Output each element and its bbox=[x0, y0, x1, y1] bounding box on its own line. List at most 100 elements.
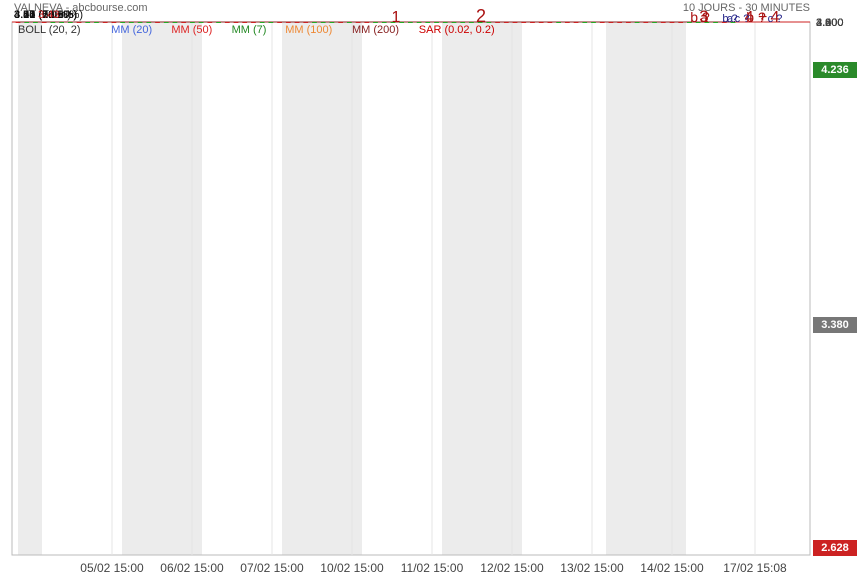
candle-body bbox=[50, 22, 56, 23]
candle-body bbox=[695, 22, 701, 23]
candle-body bbox=[251, 22, 256, 23]
legend-item: MM (7) bbox=[232, 24, 267, 36]
candle-body bbox=[233, 22, 239, 23]
legend-item: MM (100) bbox=[285, 24, 332, 36]
legend-item: BOLL (20, 2) bbox=[18, 24, 81, 36]
chart-period: 10 JOURS - 30 MINUTES bbox=[682, 2, 810, 14]
candle-body bbox=[181, 22, 187, 23]
candle-body bbox=[285, 22, 291, 23]
candle-body bbox=[425, 22, 431, 23]
x-tick-label: 14/02 15:00 bbox=[640, 561, 704, 575]
candle-body bbox=[660, 22, 666, 23]
x-tick-label: 17/02 15:08 bbox=[723, 561, 787, 575]
x-tick-label: 12/02 15:00 bbox=[480, 561, 544, 575]
session-band bbox=[122, 22, 202, 555]
candle-body bbox=[198, 22, 204, 23]
candle-body bbox=[33, 22, 38, 23]
session-band bbox=[442, 22, 522, 555]
candle-body bbox=[163, 22, 169, 23]
candle-body bbox=[76, 22, 82, 23]
candle-body bbox=[277, 22, 282, 23]
y-tick-label: 2.800 bbox=[816, 17, 844, 29]
candle-body bbox=[582, 22, 588, 23]
price-tag-last: 3.380 bbox=[813, 317, 857, 333]
candle-body bbox=[67, 22, 73, 23]
wave-annotation: 4 + bbox=[745, 9, 768, 26]
candle-body bbox=[538, 22, 544, 23]
candle-body bbox=[512, 22, 518, 23]
candle-body bbox=[294, 22, 300, 23]
session-band bbox=[282, 22, 362, 555]
wave-annotation: 2 bbox=[476, 6, 486, 26]
candle-body bbox=[399, 22, 405, 23]
candle-body bbox=[381, 22, 387, 23]
candle-body bbox=[137, 22, 143, 23]
session-band bbox=[18, 22, 42, 555]
candle-body bbox=[486, 22, 492, 23]
candle-body bbox=[669, 22, 675, 23]
resistance-label: 3.43 bbox=[38, 9, 59, 21]
candle-body bbox=[85, 22, 91, 23]
y-tick-label: 3.800 bbox=[816, 17, 844, 29]
fibonacci-label: 3.70 (50.0%) bbox=[14, 9, 77, 21]
y-tick-label: 4.000 bbox=[816, 17, 844, 29]
y-tick-label: 3.200 bbox=[816, 17, 844, 29]
x-tick-label: 13/02 15:00 bbox=[560, 561, 624, 575]
session-band bbox=[606, 22, 686, 555]
candle-body bbox=[59, 22, 64, 23]
wave-annotation: c ? bbox=[735, 13, 750, 25]
candle-body bbox=[364, 22, 370, 23]
price-tag-high: 4.236 bbox=[813, 62, 857, 78]
candle-body bbox=[591, 22, 596, 23]
legend-item: MM (50) bbox=[171, 24, 212, 36]
candle-body bbox=[687, 22, 692, 23]
candle-body bbox=[224, 22, 230, 23]
wave-annotation: 4 bbox=[771, 9, 780, 26]
candle-body bbox=[564, 22, 570, 23]
candle-body bbox=[24, 22, 30, 23]
candle-body bbox=[634, 22, 640, 23]
candle-body bbox=[495, 22, 500, 23]
y-tick-label: 3.600 bbox=[816, 17, 844, 29]
candle-body bbox=[146, 22, 152, 23]
x-tick-label: 11/02 15:00 bbox=[401, 561, 464, 575]
x-tick-label: 05/02 15:00 bbox=[80, 561, 144, 575]
candle-body bbox=[216, 22, 221, 23]
wave-annotation: a bbox=[727, 13, 734, 25]
fibonacci-label: 4.01 (78.6%) bbox=[14, 9, 77, 21]
candle-body bbox=[652, 22, 657, 23]
candle-body bbox=[434, 22, 439, 23]
wave-annotation: b ? bbox=[746, 9, 766, 25]
y-tick-label: 3.400 bbox=[816, 17, 844, 29]
candle-body bbox=[713, 22, 718, 23]
candle-body bbox=[573, 22, 579, 23]
candle-body bbox=[303, 22, 309, 23]
fibonacci-label: 3.16 (0.0%) bbox=[14, 9, 71, 21]
chart-source: VALNEVA - abcbourse.com bbox=[14, 2, 148, 14]
legend-item: MM (200) bbox=[352, 24, 399, 36]
price-tag-low: 2.628 bbox=[813, 540, 857, 556]
candle-body bbox=[94, 22, 99, 23]
candle-body bbox=[408, 22, 413, 23]
candle-body bbox=[41, 22, 47, 23]
wave-annotation: b ? bbox=[690, 9, 710, 25]
candle-body bbox=[390, 22, 396, 23]
candle-body bbox=[102, 22, 108, 23]
fibonacci-label: 3.41 (23.6%) bbox=[14, 9, 77, 21]
y-tick-label: 4.200 bbox=[816, 17, 844, 29]
candle-body bbox=[460, 22, 466, 23]
candle-body bbox=[242, 22, 248, 23]
candle-body bbox=[730, 22, 736, 23]
legend-item: MM (20) bbox=[111, 24, 152, 36]
candle-body bbox=[556, 22, 561, 23]
candle-body bbox=[207, 22, 213, 23]
y-tick-label: 3.000 bbox=[816, 17, 844, 29]
wave-annotation: 3 bbox=[699, 7, 708, 26]
x-tick-label: 07/02 15:00 bbox=[240, 561, 304, 575]
candle-body bbox=[312, 22, 317, 23]
candle-body bbox=[469, 22, 474, 23]
candle-body bbox=[15, 22, 21, 23]
candle-body bbox=[721, 22, 727, 23]
candle-body bbox=[608, 22, 614, 23]
